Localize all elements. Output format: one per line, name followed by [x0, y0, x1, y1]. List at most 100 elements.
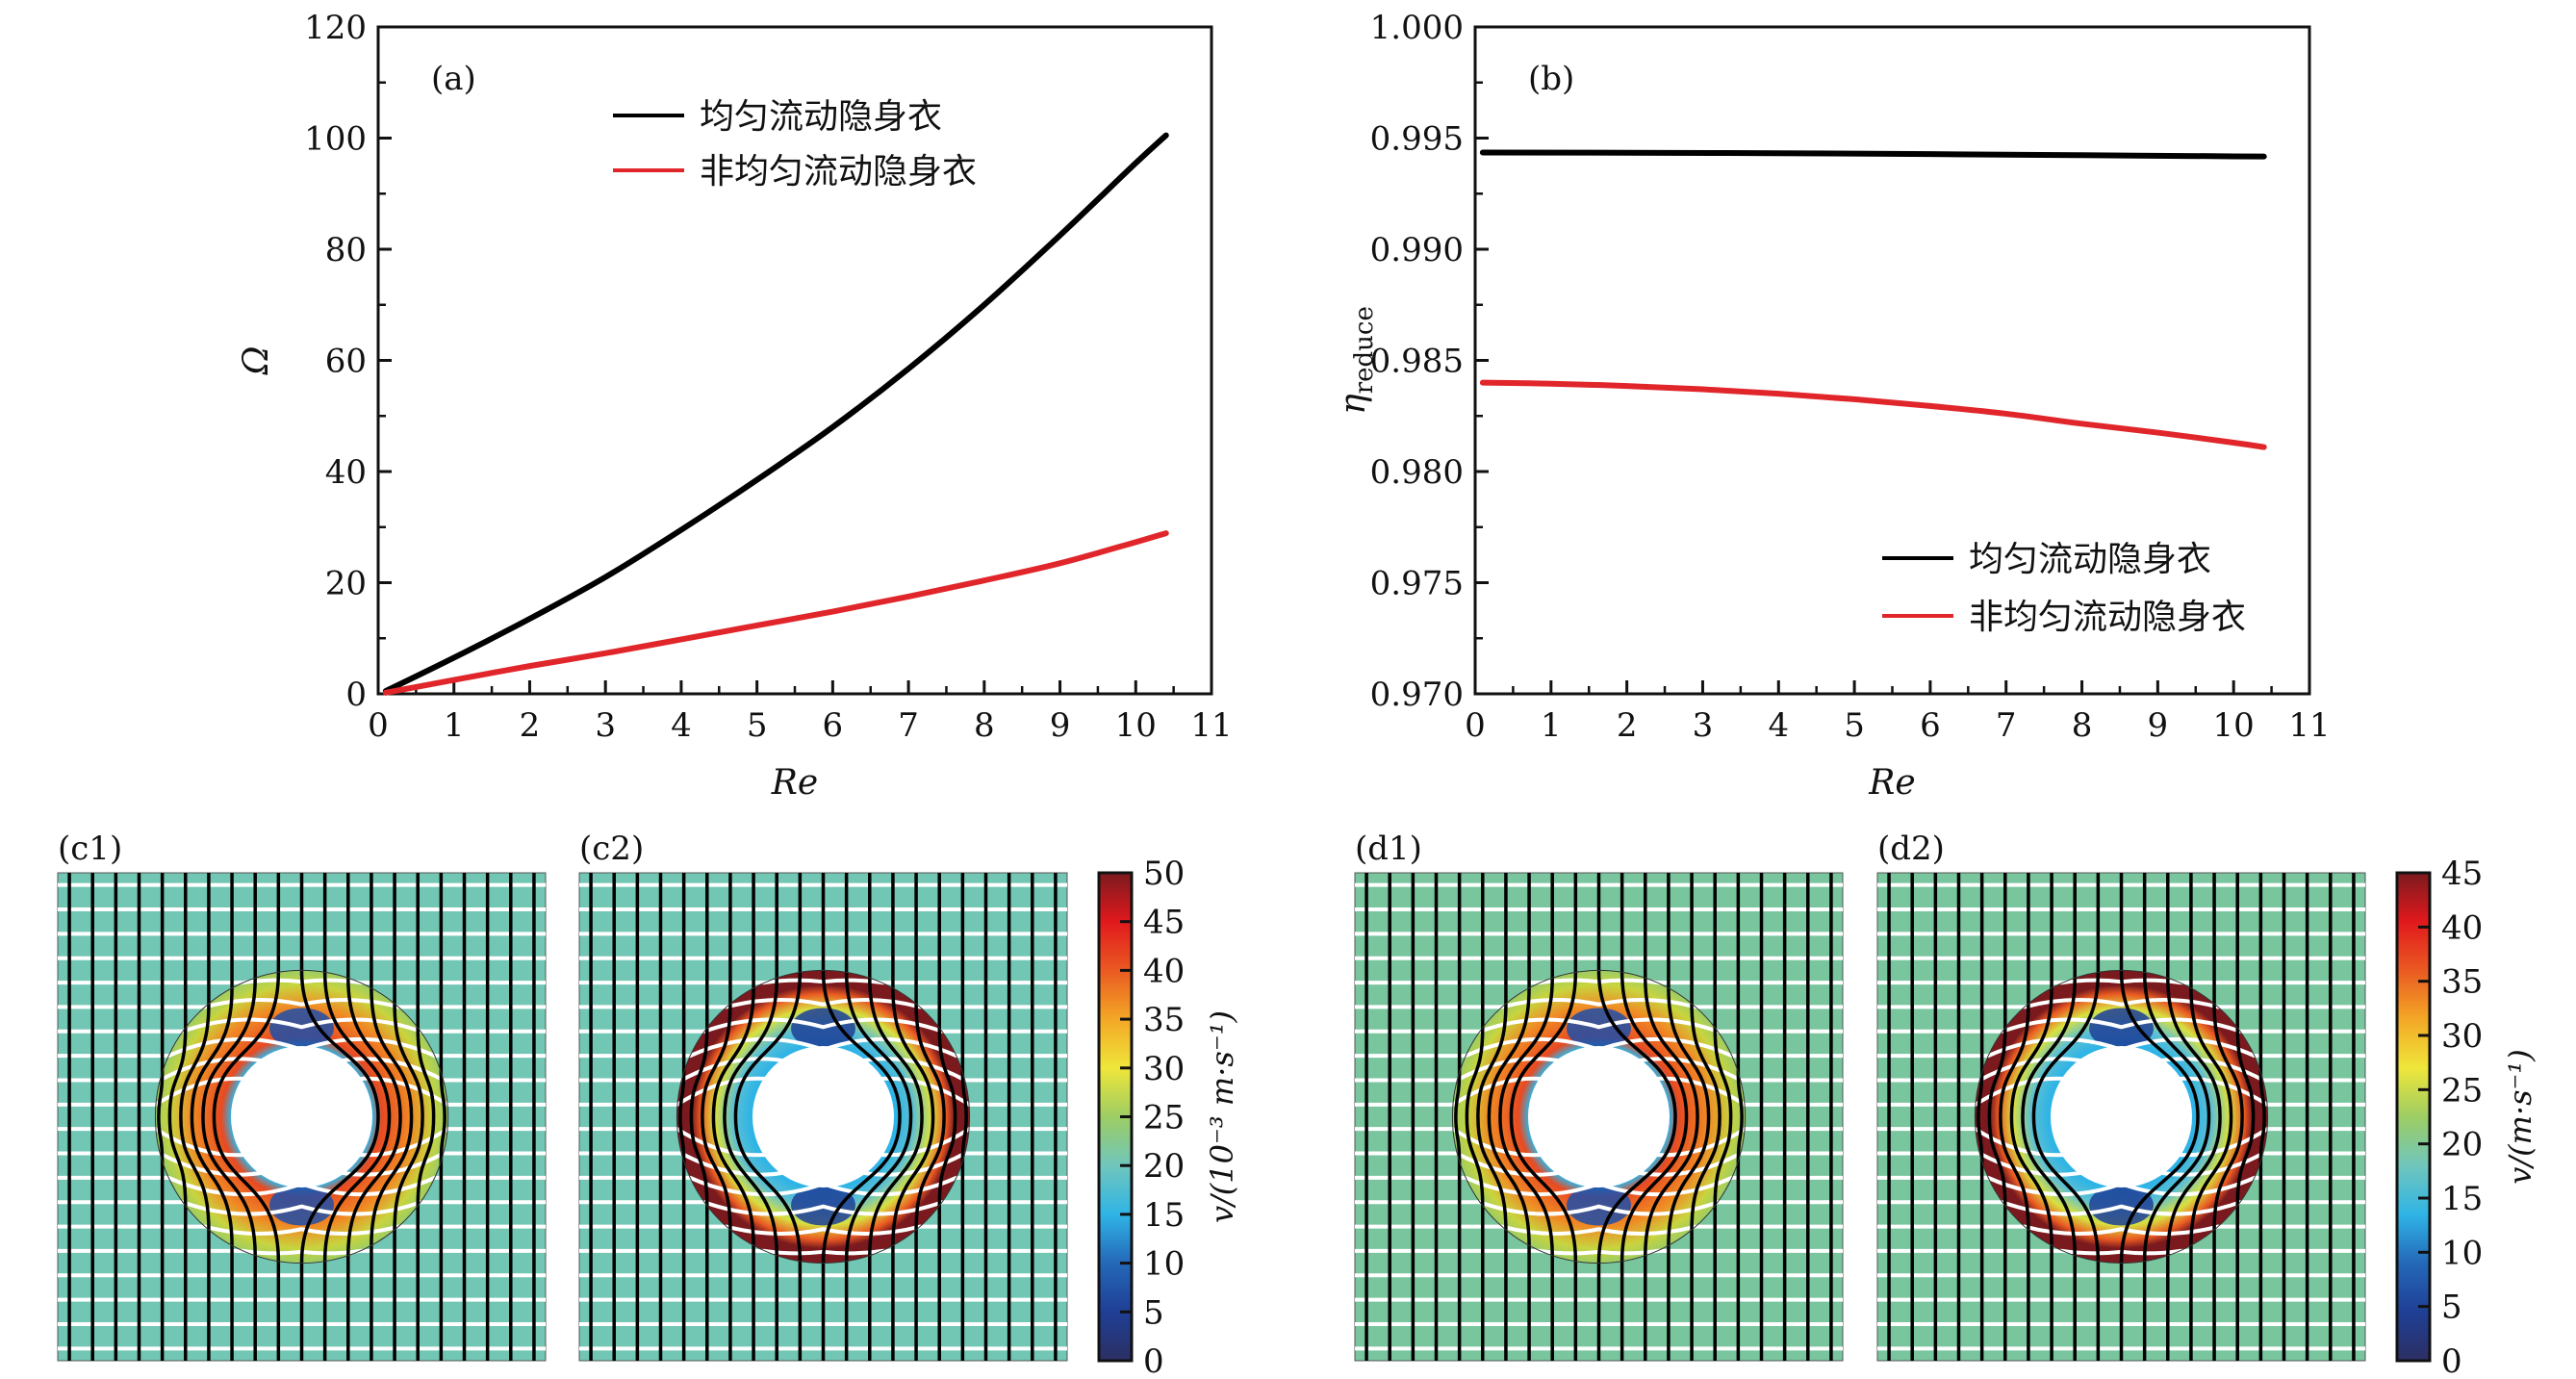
isoline-horizontal	[579, 1200, 1067, 1216]
streamline	[1454, 873, 1462, 1361]
streamline	[844, 873, 913, 1361]
y-tick-label: 20	[325, 565, 367, 603]
y-tick-label: 1.000	[1370, 9, 1464, 47]
streamline	[2031, 873, 2101, 1361]
isoline-horizontal	[579, 998, 1067, 1009]
x-tick-label: 11	[2288, 706, 2330, 745]
y-tick-label: 0	[345, 676, 367, 714]
streamline	[891, 873, 935, 1361]
cloak-outer-boundary	[676, 969, 971, 1264]
panel-label: (d1)	[1355, 830, 1422, 868]
colorbar: 0 5 10 15 20 25 30 35 40 45 50 v/(10⁻³ m·s⁻¹)	[1097, 855, 1240, 1379]
cloaked-object-hole	[1527, 1045, 1671, 1188]
cloaked-object-hole	[2050, 1045, 2193, 1188]
streamline	[2142, 873, 2211, 1361]
series-line-1	[382, 530, 1169, 696]
colorbar-tick-label: 25	[2441, 1071, 2483, 1110]
x-tick-label: 7	[898, 706, 919, 745]
streamline	[960, 873, 968, 1361]
isoline-horizontal	[58, 1200, 546, 1216]
isoline-horizontal	[1355, 998, 1843, 1009]
streamline	[678, 873, 686, 1361]
colorbar-tick-label: 0	[1143, 1342, 1164, 1379]
streamline	[711, 873, 755, 1361]
colorbar-tick-label: 45	[1143, 904, 1185, 942]
x-tick-label: 8	[974, 706, 995, 745]
colorbar-tick-label: 20	[2441, 1126, 2483, 1164]
x-tick-label: 10	[2213, 706, 2255, 745]
streamline	[2258, 873, 2266, 1361]
x-tick-label: 11	[1190, 706, 1232, 745]
colorbar-tick-label: 5	[1143, 1293, 1164, 1332]
streamline	[821, 873, 902, 1361]
colorbar-bar	[2395, 871, 2432, 1363]
isoline-horizontal	[1877, 1224, 2365, 1236]
y-axis-title-main: Ω	[237, 346, 276, 376]
colorbar-tick-label: 10	[1143, 1245, 1185, 1284]
isoline-horizontal	[1355, 1017, 1843, 1034]
cloak-outer-boundary	[1974, 969, 2269, 1264]
colorbar-tick-label: 35	[2441, 963, 2483, 1002]
streamline	[1620, 873, 1689, 1361]
streamline	[733, 873, 803, 1361]
y-tick-label: 0.980	[1370, 453, 1464, 492]
series-line-1	[1479, 379, 2267, 450]
x-tick-label: 6	[1920, 706, 1941, 745]
streamline	[1644, 873, 1699, 1361]
streamline	[346, 873, 402, 1361]
panel-d1: (d1)	[1354, 830, 1844, 1362]
x-tick-label: 0	[368, 706, 389, 745]
streamline	[914, 873, 946, 1361]
colorbar-tick-label: 15	[1143, 1196, 1185, 1235]
streamline	[212, 873, 281, 1361]
colorbar-tick-label: 5	[2441, 1289, 2462, 1327]
streamline	[439, 873, 446, 1361]
y-tick-label: 0.995	[1370, 120, 1464, 159]
series-line-0	[1479, 149, 2267, 160]
streamline	[1465, 873, 1485, 1361]
streamline	[1476, 873, 1508, 1361]
x-tick-label: 10	[1115, 706, 1157, 745]
streamline	[1977, 873, 1984, 1361]
streamline	[2235, 873, 2256, 1361]
isoline-horizontal	[579, 1017, 1067, 1034]
streamline	[1509, 873, 1578, 1361]
isoline-horizontal	[1355, 1200, 1843, 1216]
streamline	[2119, 873, 2200, 1361]
y-tick-label: 80	[325, 231, 367, 269]
colorbar-tick-label: 30	[2441, 1017, 2483, 1056]
streamline	[157, 873, 165, 1361]
legend-label: 均匀流动隐身衣	[1969, 540, 2211, 579]
streamline	[1736, 873, 1744, 1361]
colorbar-tick-label: 50	[1143, 855, 1185, 893]
streamline	[167, 873, 188, 1361]
cloak-outer-boundary	[1451, 969, 1747, 1264]
streamline	[201, 873, 257, 1361]
cloaked-object-hole	[230, 1045, 373, 1188]
legend-label: 非均匀流动隐身衣	[1969, 598, 2246, 637]
panel-label: (b)	[1528, 60, 1574, 98]
y-axis-title: Ω	[237, 346, 276, 376]
x-tick-label: 3	[595, 706, 616, 745]
isoline-horizontal	[1877, 1017, 2365, 1034]
isoline-horizontal	[58, 998, 546, 1009]
panel-c1: (c1)	[57, 830, 547, 1362]
y-tick-label: 40	[325, 453, 367, 492]
colorbar-tick-label: 30	[1143, 1050, 1185, 1088]
cloaked-object-hole	[752, 1045, 895, 1188]
x-tick-label: 9	[1050, 706, 1071, 745]
isoline-horizontal	[58, 1017, 546, 1034]
streamline	[868, 873, 924, 1361]
streamline	[1498, 873, 1554, 1361]
y-tick-label: 0.990	[1370, 231, 1464, 269]
x-tick-label: 2	[1617, 706, 1638, 745]
legend-label: 非均匀流动隐身衣	[700, 152, 977, 192]
x-tick-label: 4	[1768, 706, 1789, 745]
y-axis-title-subscript: reduce	[1350, 306, 1379, 394]
colorbar-tick-label: 20	[1143, 1147, 1185, 1186]
streamline	[179, 873, 211, 1361]
streamline	[393, 873, 424, 1361]
y-axis-title-main: η	[1334, 394, 1373, 415]
